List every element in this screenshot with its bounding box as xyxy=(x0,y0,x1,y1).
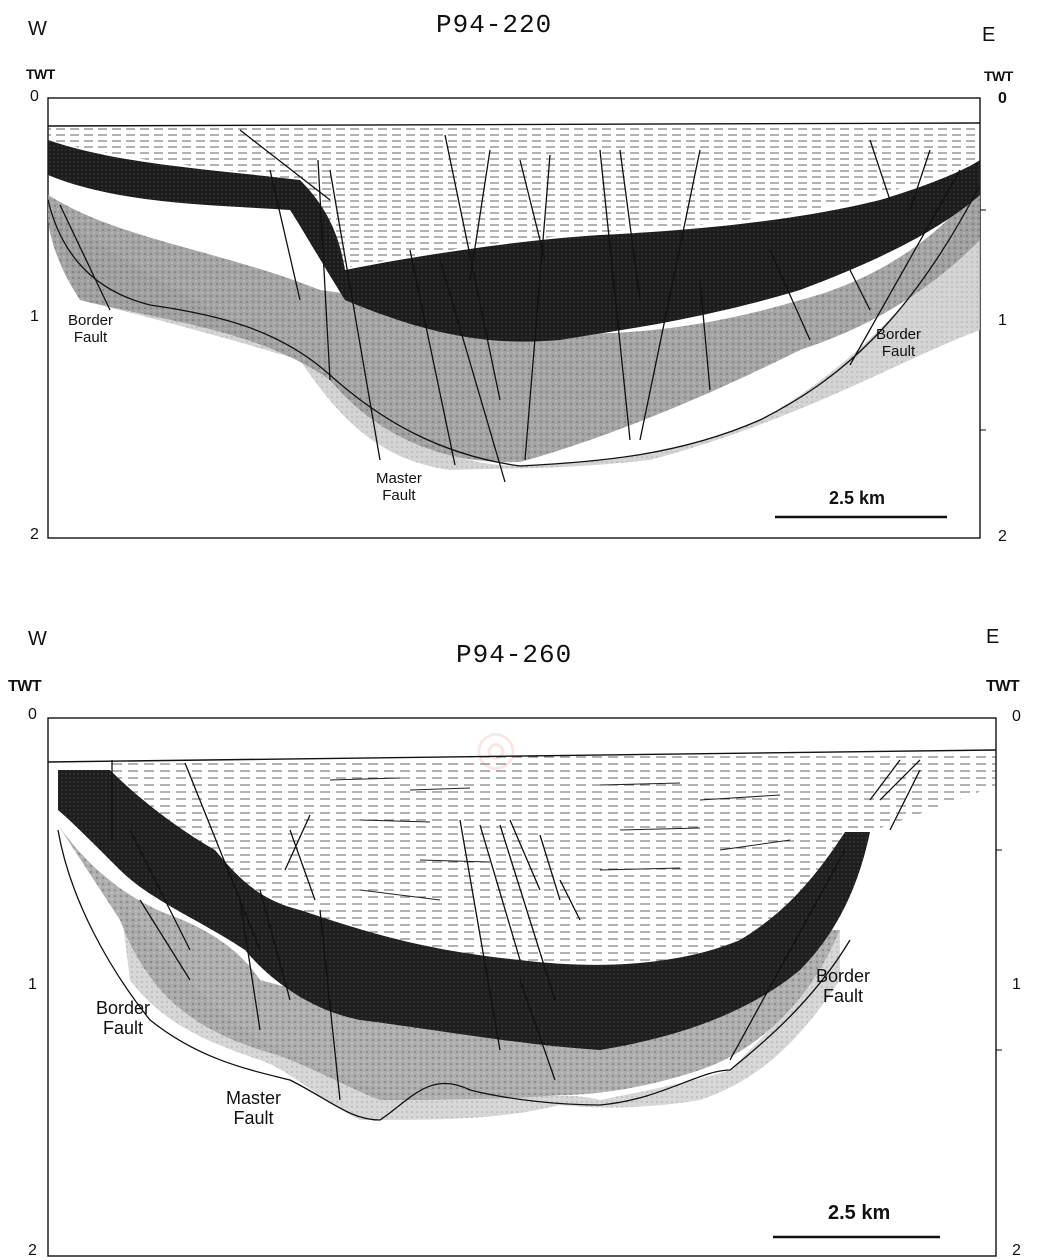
axis-label-left: TWT xyxy=(8,678,42,695)
border-fault-west-label: Border Fault xyxy=(68,312,113,346)
axis-label-right: TWT xyxy=(986,678,1020,695)
tick-left-0: 0 xyxy=(28,706,37,723)
cross-section-p94-260: W P94-260 E TWT TWT 0 1 2 0 1 2 Border F… xyxy=(0,600,1037,1259)
border-fault-west-line1: Border xyxy=(96,998,151,1018)
tick-right-0: 0 xyxy=(998,90,1007,107)
west-label: W xyxy=(28,628,47,650)
border-fault-east-line2: Fault xyxy=(823,986,864,1006)
master-fault-label: Master Fault xyxy=(226,1088,281,1128)
scale-bar-label: 2.5 km xyxy=(829,488,886,508)
fault-lines xyxy=(59,129,961,483)
border-fault-west-line2: Fault xyxy=(103,1018,144,1038)
cross-section-drawing xyxy=(47,717,1002,1257)
border-fault-east-line2: Fault xyxy=(881,343,916,360)
tick-left-1: 1 xyxy=(28,976,37,993)
section-frame xyxy=(47,717,997,1257)
cross-section-p94-220: W P94-220 E TWT TWT 0 1 2 0 1 2 Border F… xyxy=(0,0,1037,560)
master-fault-line1: Master xyxy=(226,1088,282,1108)
master-fault-line1: Master xyxy=(376,470,422,487)
tick-left-1: 1 xyxy=(30,308,39,325)
border-fault-west-label: Border Fault xyxy=(96,998,150,1038)
tick-right-1: 1 xyxy=(998,312,1007,329)
seismic-reflectors xyxy=(329,777,791,901)
tick-left-2: 2 xyxy=(30,526,39,543)
axis-label-right: TWT xyxy=(984,68,1013,84)
tick-right-2: 2 xyxy=(1012,1242,1021,1259)
border-fault-east-label: Border Fault xyxy=(816,966,870,1006)
border-fault-east-line1: Border xyxy=(816,966,871,986)
east-label: E xyxy=(986,626,1000,648)
master-fault-label: Master Fault xyxy=(376,470,422,504)
section-title: P94-220 xyxy=(436,10,553,40)
master-fault-line2: Fault xyxy=(233,1108,274,1128)
east-label: E xyxy=(982,24,996,46)
west-label: W xyxy=(28,18,47,40)
tick-right-0: 0 xyxy=(1012,708,1021,725)
tick-left-2: 2 xyxy=(28,1242,37,1259)
tick-right-1: 1 xyxy=(1012,976,1021,993)
border-fault-west-line2: Fault xyxy=(73,329,108,346)
fault-lines xyxy=(111,759,921,1101)
master-fault-line2: Fault xyxy=(382,487,416,504)
tick-left-0: 0 xyxy=(30,88,39,105)
scale-bar-label: 2.5 km xyxy=(828,1202,891,1224)
tick-right-2: 2 xyxy=(998,528,1007,545)
axis-label-left: TWT xyxy=(26,66,55,82)
border-fault-west-line1: Border xyxy=(68,312,114,329)
cross-section-drawing xyxy=(47,97,986,539)
section-title: P94-260 xyxy=(456,640,573,670)
border-fault-east-line1: Border xyxy=(876,326,922,343)
border-fault-east-label: Border Fault xyxy=(876,326,921,360)
